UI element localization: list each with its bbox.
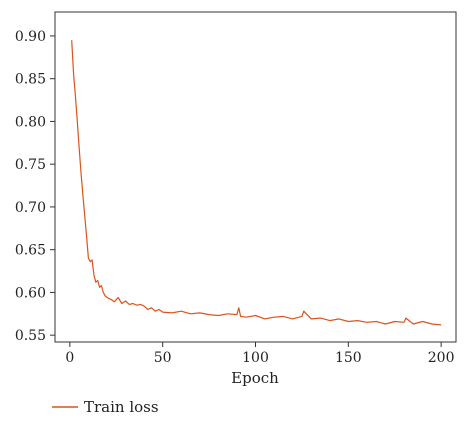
y-tick-label: 0.55 xyxy=(15,328,46,344)
train-loss-line xyxy=(71,40,442,326)
y-tick-label: 0.70 xyxy=(15,200,46,216)
y-tick-label: 0.60 xyxy=(15,285,46,301)
y-tick-label: 0.90 xyxy=(15,29,46,45)
legend: Train loss xyxy=(52,398,159,416)
x-axis-label: Epoch xyxy=(231,369,279,387)
y-tick-label: 0.75 xyxy=(15,157,46,173)
plot-frame xyxy=(54,11,457,343)
x-tick-label: 200 xyxy=(428,350,455,366)
y-axis-ticks: 0.55 0.60 0.65 0.70 0.75 0.80 0.85 0.90 xyxy=(15,29,55,344)
x-tick-label: 100 xyxy=(242,350,269,366)
x-tick-label: 150 xyxy=(335,350,362,366)
y-tick-label: 0.85 xyxy=(15,72,46,88)
x-tick-label: 50 xyxy=(154,350,172,366)
legend-label-train-loss: Train loss xyxy=(84,398,159,416)
y-tick-label: 0.65 xyxy=(15,243,46,259)
y-tick-label: 0.80 xyxy=(15,114,46,130)
x-axis-ticks: 0 50 100 150 200 xyxy=(65,342,455,366)
x-tick-label: 0 xyxy=(65,350,74,366)
